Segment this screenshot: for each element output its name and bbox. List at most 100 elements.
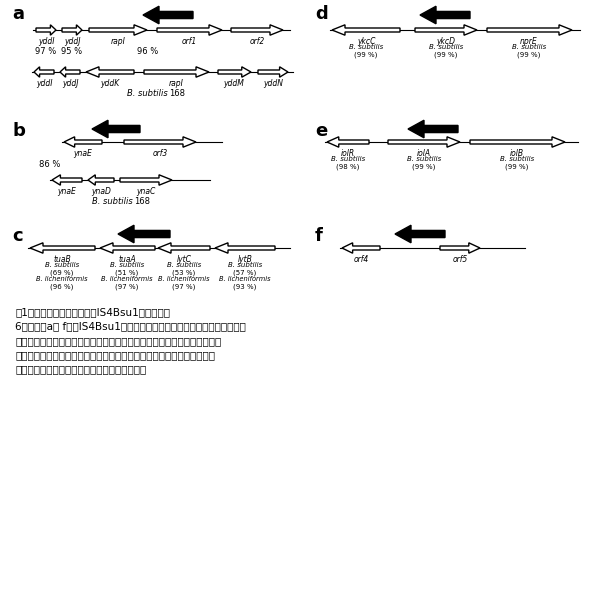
Text: yddI: yddI — [36, 79, 52, 88]
Text: ykcD: ykcD — [437, 37, 456, 46]
FancyArrow shape — [36, 25, 56, 35]
FancyArrow shape — [440, 243, 480, 253]
Text: B. subtilis: B. subtilis — [167, 262, 201, 268]
Text: ynaC: ynaC — [136, 187, 156, 196]
Text: lytB: lytB — [237, 255, 252, 264]
FancyArrow shape — [215, 243, 275, 253]
Text: iolB: iolB — [510, 149, 524, 158]
Text: B. licheniformis: B. licheniformis — [36, 276, 88, 282]
Text: b: b — [12, 122, 25, 140]
Text: (53 %): (53 %) — [173, 269, 196, 276]
Text: yddM: yddM — [224, 79, 245, 88]
FancyArrow shape — [100, 243, 155, 253]
Text: 86 %: 86 % — [39, 160, 61, 169]
Text: 168: 168 — [134, 197, 150, 206]
Text: c: c — [12, 227, 23, 245]
Text: orf4: orf4 — [353, 255, 369, 264]
Text: B. subtilis: B. subtilis — [349, 44, 383, 50]
FancyArrow shape — [487, 25, 572, 35]
FancyArrow shape — [158, 243, 210, 253]
Text: ynaE: ynaE — [58, 187, 76, 196]
FancyArrow shape — [144, 67, 209, 77]
FancyArrow shape — [218, 67, 251, 77]
Text: B. licheniformis: B. licheniformis — [219, 276, 271, 282]
FancyArrow shape — [89, 25, 147, 35]
Text: lytC: lytC — [177, 255, 192, 264]
Text: (93 %): (93 %) — [233, 283, 256, 290]
Text: nprE: nprE — [520, 37, 538, 46]
Text: 図1．宮城野株（三浦株）のIS4Bsu1の挿入箇所
6コピー（a～ f）のIS4Bsu1を黒塗りの矢印で、挿入箇所の周辺遺伝子を
白抜きの矢印で表し、遺伝子名を: 図1．宮城野株（三浦株）のIS4Bsu1の挿入箇所 6コピー（a～ f）のIS4… — [15, 307, 246, 374]
Text: B. subtilis: B. subtilis — [512, 44, 546, 50]
FancyArrow shape — [52, 175, 82, 185]
Text: yddJ: yddJ — [64, 37, 80, 46]
Text: B. subtilis: B. subtilis — [228, 262, 262, 268]
Text: f: f — [315, 227, 323, 245]
Text: (97 %): (97 %) — [173, 283, 196, 290]
FancyArrow shape — [62, 25, 82, 35]
Text: B. licheniformis: B. licheniformis — [101, 276, 153, 282]
FancyArrow shape — [88, 175, 114, 185]
Text: B. subtilis: B. subtilis — [92, 197, 132, 206]
Text: B. subtilis: B. subtilis — [45, 262, 79, 268]
Text: iolA: iolA — [417, 149, 431, 158]
FancyArrow shape — [231, 25, 283, 35]
FancyArrow shape — [327, 137, 369, 147]
Text: 168: 168 — [169, 89, 185, 98]
Text: rapI: rapI — [111, 37, 126, 46]
FancyArrow shape — [143, 6, 193, 23]
Text: yddI: yddI — [37, 37, 54, 46]
Text: (97 %): (97 %) — [115, 283, 139, 290]
FancyArrow shape — [64, 137, 102, 147]
Text: (69 %): (69 %) — [51, 269, 74, 276]
FancyArrow shape — [157, 25, 222, 35]
Text: a: a — [12, 5, 24, 23]
FancyArrow shape — [420, 6, 470, 23]
Text: B. subtilis: B. subtilis — [500, 156, 534, 162]
FancyArrow shape — [118, 225, 170, 243]
Text: ynaD: ynaD — [91, 187, 111, 196]
FancyArrow shape — [258, 67, 288, 77]
Text: tuaA: tuaA — [118, 255, 136, 264]
Text: 95 %: 95 % — [61, 47, 83, 56]
FancyArrow shape — [388, 137, 460, 147]
Text: (99 %): (99 %) — [354, 51, 378, 58]
Text: (99 %): (99 %) — [412, 163, 436, 170]
Text: (96 %): (96 %) — [51, 283, 74, 290]
Text: yddK: yddK — [101, 79, 120, 88]
Text: (99 %): (99 %) — [434, 51, 458, 58]
Text: e: e — [315, 122, 327, 140]
Text: B. subtilis: B. subtilis — [331, 156, 365, 162]
Text: rapI: rapI — [168, 79, 183, 88]
Text: (98 %): (98 %) — [336, 163, 360, 170]
Text: B. licheniformis: B. licheniformis — [158, 276, 210, 282]
Text: tuaB: tuaB — [53, 255, 71, 264]
Text: B. subtilis: B. subtilis — [407, 156, 441, 162]
Text: B. subtilis: B. subtilis — [429, 44, 463, 50]
FancyArrow shape — [92, 120, 140, 138]
Text: d: d — [315, 5, 328, 23]
Text: iolR: iolR — [341, 149, 355, 158]
Text: 97 %: 97 % — [35, 47, 57, 56]
Text: (51 %): (51 %) — [115, 269, 139, 276]
FancyArrow shape — [470, 137, 565, 147]
Text: (99 %): (99 %) — [505, 163, 529, 170]
Text: ykcC: ykcC — [357, 37, 375, 46]
Text: orf2: orf2 — [249, 37, 265, 46]
Text: 96 %: 96 % — [137, 47, 159, 56]
Text: yddJ: yddJ — [62, 79, 79, 88]
FancyArrow shape — [30, 243, 95, 253]
FancyArrow shape — [86, 67, 134, 77]
Text: yddN: yddN — [263, 79, 283, 88]
FancyArrow shape — [342, 243, 380, 253]
Text: orf5: orf5 — [452, 255, 468, 264]
Text: ynaE: ynaE — [74, 149, 92, 158]
FancyArrow shape — [124, 137, 196, 147]
FancyArrow shape — [120, 175, 172, 185]
FancyArrow shape — [415, 25, 477, 35]
Text: orf1: orf1 — [181, 37, 196, 46]
FancyArrow shape — [34, 67, 54, 77]
Text: (57 %): (57 %) — [233, 269, 256, 276]
Text: B. subtilis: B. subtilis — [110, 262, 144, 268]
Text: (99 %): (99 %) — [517, 51, 541, 58]
FancyArrow shape — [408, 120, 458, 138]
